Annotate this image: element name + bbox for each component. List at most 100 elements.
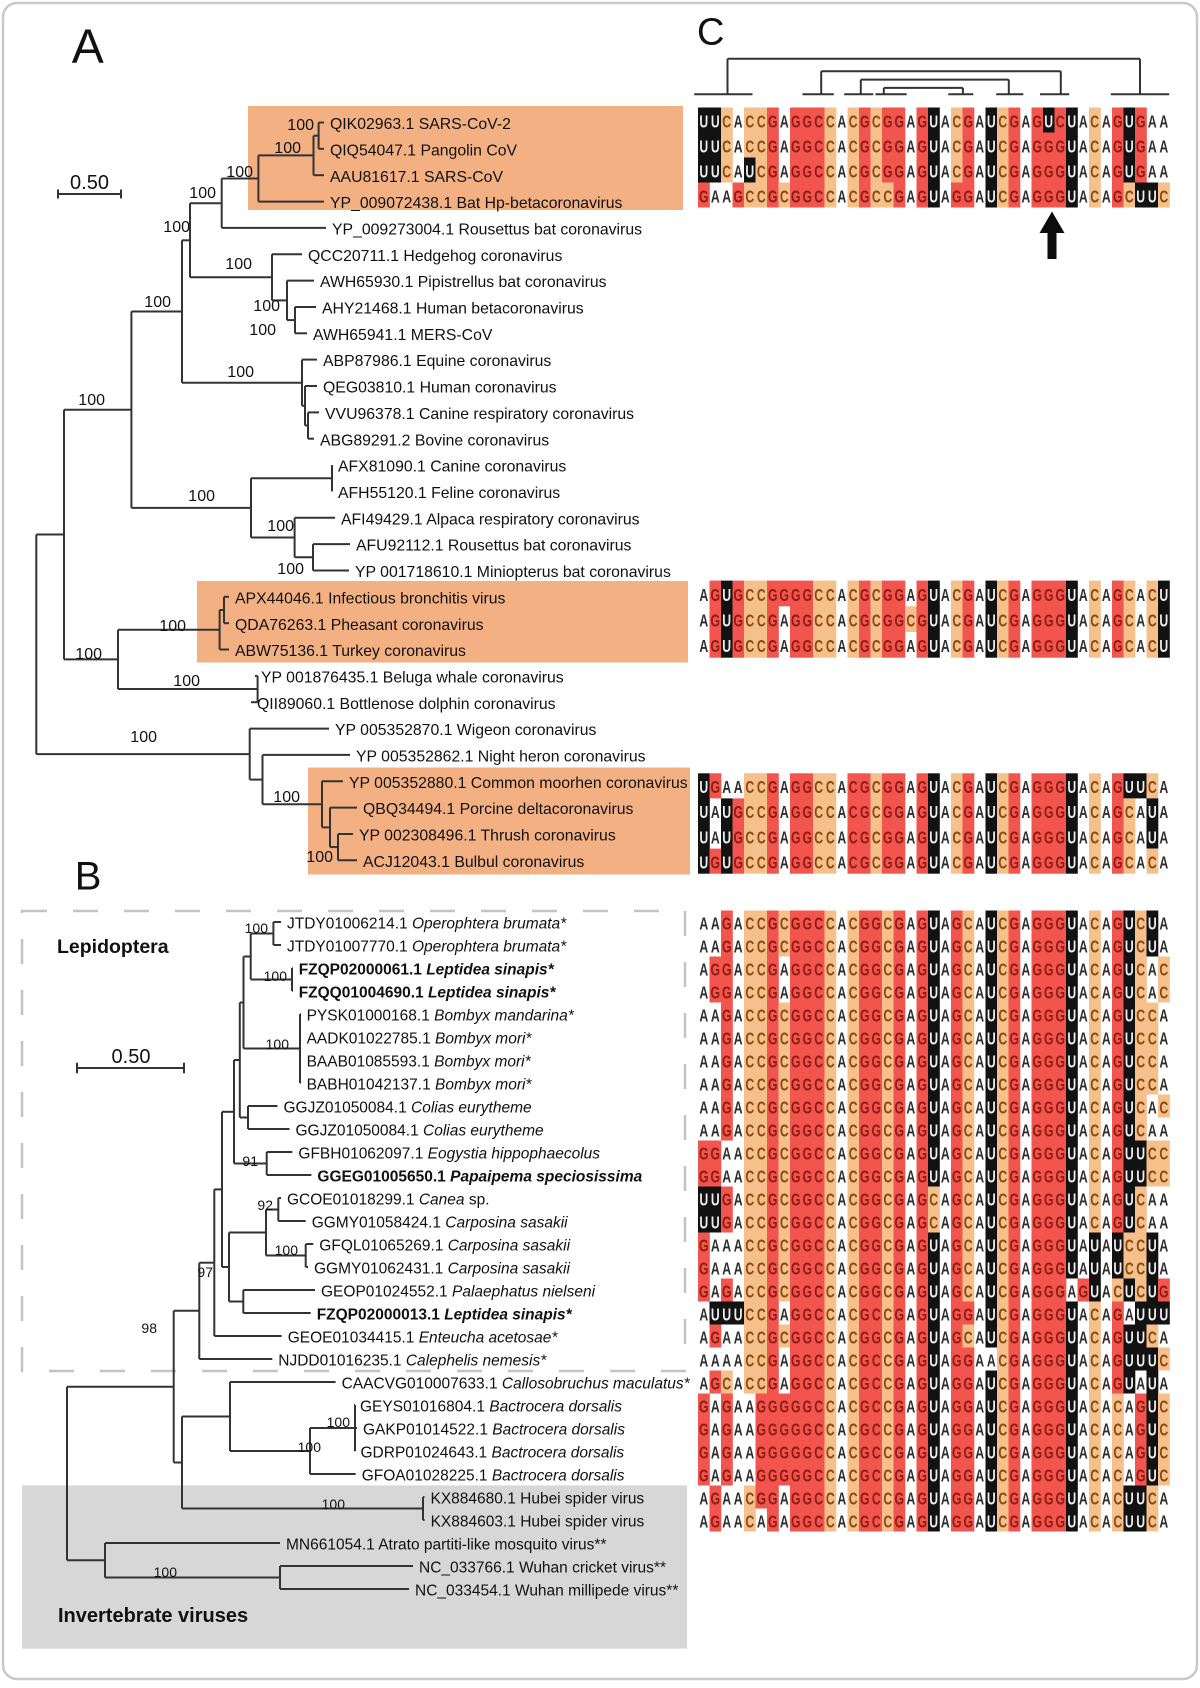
svg-text:G: G [1055,1351,1065,1371]
svg-text:G: G [1044,960,1054,980]
svg-text:C: C [826,112,835,132]
svg-text:A: A [1021,1259,1030,1279]
svg-text:G: G [917,803,927,823]
svg-text:C: C [998,803,1007,823]
svg-text:A: A [1079,637,1088,657]
svg-text:G: G [802,1052,812,1072]
svg-text:G: G [917,1167,927,1187]
svg-text:A: A [780,803,789,823]
svg-text:A: A [1159,112,1168,132]
svg-text:C: C [1148,1512,1157,1532]
svg-text:A: A [1102,187,1111,207]
svg-text:A: A [906,1098,915,1118]
svg-text:100: 100 [274,140,301,157]
svg-text:G: G [860,1328,870,1348]
svg-text:A: A [941,586,950,606]
svg-text:U: U [1067,1328,1076,1348]
svg-text:G: G [860,1512,870,1532]
svg-text:U: U [745,162,754,182]
svg-text:A: A [1021,162,1030,182]
svg-text:100: 100 [287,117,314,134]
svg-text:A: A [1079,960,1088,980]
svg-text:C: C [745,803,754,823]
svg-text:A: A [837,1006,846,1026]
svg-text:U: U [929,112,938,132]
svg-text:G: G [1009,1144,1019,1164]
svg-text:G: G [1032,1052,1042,1072]
svg-text:C: C [1125,853,1134,873]
svg-text:C: C [745,1029,754,1049]
svg-text:C: C [849,803,858,823]
svg-text:C: C [757,112,766,132]
svg-text:A: A [837,828,846,848]
svg-text:A: A [711,1075,720,1095]
svg-text:A: A [722,1328,731,1348]
svg-text:U: U [699,137,708,157]
svg-text:U: U [929,611,938,631]
svg-text:A: A [1102,1420,1111,1440]
svg-text:G: G [1136,1397,1146,1417]
svg-text:G: G [917,1121,927,1141]
svg-text:G: G [952,1328,962,1348]
svg-text:G: G [917,1190,927,1210]
svg-text:C: C [998,1397,1007,1417]
svg-text:G: G [802,1443,812,1463]
svg-text:C: C [826,983,835,1003]
svg-text:A: A [1102,637,1111,657]
svg-text:A: A [722,1144,731,1164]
svg-text:C: C [1113,1397,1122,1417]
svg-text:A: A [699,1098,708,1118]
svg-text:U: U [987,983,996,1003]
svg-text:G: G [791,1351,801,1371]
svg-text:A: A [975,1029,984,1049]
svg-text:C: C [1090,828,1099,848]
svg-text:U: U [1067,586,1076,606]
svg-text:A: A [1148,1121,1157,1141]
svg-text:G: G [802,1121,812,1141]
svg-text:U: U [929,1351,938,1371]
svg-text:U: U [987,112,996,132]
svg-text:A: A [711,1282,720,1302]
svg-text:G: G [963,1512,973,1532]
svg-text:A: A [711,187,720,207]
svg-text:A: A [1079,1512,1088,1532]
svg-text:YP_009273004.1 Rousettus bat c: YP_009273004.1 Rousettus bat coronavirus [332,222,642,239]
svg-text:U: U [1067,1466,1076,1486]
svg-text:C: C [780,914,789,934]
svg-text:U: U [987,853,996,873]
svg-text:A: A [1021,983,1030,1003]
svg-text:G: G [791,1282,801,1302]
svg-text:VVU96378.1 Canine respiratory: VVU96378.1 Canine respiratory coronaviru… [325,406,634,423]
svg-text:A: A [1102,914,1111,934]
svg-text:U: U [1125,1098,1134,1118]
svg-text:A: A [906,1466,915,1486]
svg-text:C: C [998,1190,1007,1210]
svg-text:G: G [802,1328,812,1348]
svg-text:G: G [883,112,893,132]
svg-text:C: C [883,1144,892,1164]
svg-text:G: G [802,1006,812,1026]
svg-text:GDRP01024643.1 Bactrocera dors: GDRP01024643.1 Bactrocera dorsalis [361,1445,625,1462]
svg-text:G: G [963,611,973,631]
svg-text:U: U [699,162,708,182]
svg-text:C: C [757,828,766,848]
svg-text:G: G [802,1236,812,1256]
svg-text:C: C [757,162,766,182]
svg-text:GEOP01024552.1 Palaephatus nie: GEOP01024552.1 Palaephatus nielseni [321,1284,596,1301]
svg-text:G: G [860,187,870,207]
svg-text:A: A [780,112,789,132]
svg-text:A: A [837,1167,846,1187]
svg-text:G: G [883,611,893,631]
svg-text:U: U [929,983,938,1003]
svg-text:G: G [1113,1213,1123,1233]
svg-text:G: G [802,937,812,957]
svg-text:C: C [998,1305,1007,1325]
svg-text:C: C [998,162,1007,182]
svg-text:A: A [975,914,984,934]
svg-text:100: 100 [266,1036,290,1052]
svg-text:G: G [1055,1006,1065,1026]
svg-text:G: G [963,187,973,207]
svg-text:A: A [1102,1328,1111,1348]
svg-text:G: G [1009,1305,1019,1325]
svg-text:C: C [849,1213,858,1233]
